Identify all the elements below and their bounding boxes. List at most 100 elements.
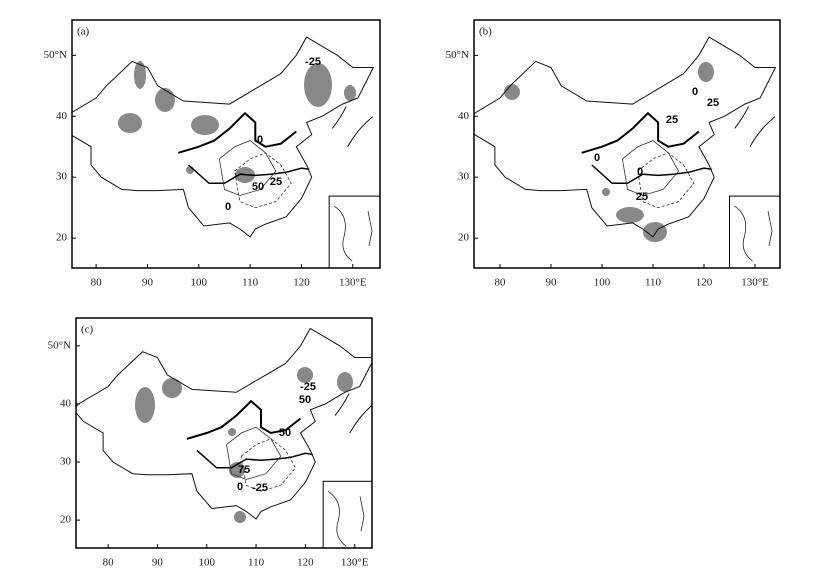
x-tick-label: 100 (191, 277, 208, 289)
map-frame (71, 19, 381, 269)
x-tick-label: 80 (91, 277, 103, 289)
shaded-area (344, 85, 356, 101)
y-tick-label: 20 (458, 232, 470, 244)
x-tick-label: 110 (645, 277, 662, 289)
y-tick-label: 30 (458, 171, 470, 183)
river-line (196, 449, 313, 469)
contour-label: 50 (279, 427, 291, 439)
shaded-area (228, 428, 236, 436)
shaded-area (504, 84, 520, 100)
contour-label: 0 (257, 134, 263, 146)
shaded-area (616, 207, 644, 223)
border-line (474, 36, 777, 238)
panel-label: (c) (81, 324, 94, 336)
panel-label: (a) (77, 26, 90, 38)
x-tick-label: 80 (103, 557, 115, 569)
contour-label: 0 (237, 481, 243, 493)
shaded-area (162, 378, 182, 398)
y-tick-label: 30 (56, 171, 68, 183)
y-tick-label: 40 (60, 397, 72, 409)
y-tick-label: 30 (60, 456, 72, 468)
contour-line (637, 152, 695, 209)
shaded-area (234, 511, 246, 523)
contour-line (240, 438, 296, 492)
x-tick-label: 90 (142, 277, 154, 289)
y-tick-label: 40 (56, 110, 68, 122)
river-line (591, 164, 712, 185)
x-tick-label: 120 (297, 557, 314, 569)
contour-label: 75 (238, 464, 250, 476)
shaded-area (155, 88, 175, 112)
river-line (581, 111, 700, 154)
inset-box (328, 195, 381, 269)
shaded-area (135, 387, 155, 423)
coast-line (331, 106, 373, 147)
contour-label: 50 (252, 181, 264, 193)
contour-label: -25 (300, 381, 316, 393)
inset-box (322, 480, 373, 549)
map-content (76, 327, 372, 523)
river-line (188, 164, 310, 185)
x-tick-label: 90 (546, 277, 558, 289)
shaded-area (134, 61, 146, 89)
map-frame (75, 317, 373, 549)
x-tick-label: 130°E (741, 277, 769, 289)
panel-label: (b) (479, 26, 492, 38)
coast-line (334, 393, 372, 434)
y-tick-label: 50°N (44, 49, 67, 61)
contour-line (622, 140, 679, 196)
border-line (76, 327, 372, 520)
map-frame (473, 19, 781, 269)
river-line (178, 111, 297, 154)
contour-label: 0 (637, 166, 643, 178)
map-content (474, 36, 777, 242)
border-line (72, 36, 375, 238)
x-tick-label: 110 (248, 557, 265, 569)
shaded-area (698, 62, 714, 82)
x-tick-label: 130°E (339, 277, 367, 289)
shaded-area (337, 372, 353, 392)
inset-coast (734, 205, 773, 262)
contour-label: -25 (305, 56, 321, 68)
map-content (72, 36, 375, 238)
y-tick-label: 20 (60, 514, 72, 526)
shaded-area (297, 367, 313, 383)
y-tick-label: 20 (56, 232, 68, 244)
river-line (186, 399, 302, 440)
x-tick-label: 120 (293, 277, 310, 289)
contour-line (234, 152, 292, 209)
contour-label: 25 (666, 114, 678, 126)
x-tick-label: 90 (152, 557, 164, 569)
x-tick-label: 130°E (341, 557, 369, 569)
contour-line (226, 426, 282, 480)
contour-label: 0 (692, 86, 698, 98)
shaded-area (643, 222, 667, 242)
x-tick-label: 100 (594, 277, 611, 289)
y-tick-label: 50°N (446, 49, 469, 61)
contour-label: 25 (270, 176, 282, 188)
inset-coast (327, 490, 365, 547)
coast-line (734, 106, 776, 147)
contour-label: 25 (707, 97, 719, 109)
x-tick-label: 120 (696, 277, 713, 289)
inset-box (729, 195, 781, 269)
contour-line (218, 140, 277, 196)
inset-coast (333, 205, 373, 262)
contour-label: 0 (225, 201, 231, 213)
map-panel: (a) 80 90 100 110 120 130°E 20 30 40 50°N -25 0 50 25 0 (44, 19, 381, 289)
x-tick-label: 80 (495, 277, 507, 289)
shaded-area (602, 188, 610, 196)
x-tick-label: 110 (242, 277, 259, 289)
map-panel: (b) 80 90 100 110 120 130°E 20 30 40 50°N 0 25 25 0 0 25 (446, 19, 781, 289)
contour-label: -25 (252, 482, 268, 494)
shaded-area (118, 113, 142, 133)
y-tick-label: 40 (458, 110, 470, 122)
x-tick-label: 100 (198, 557, 215, 569)
contour-label: 0 (594, 152, 600, 164)
y-tick-label: 50°N (48, 339, 71, 351)
map-panel: (c)80 90 100 110 120 130°E20304050°N-25505075… (48, 317, 373, 569)
shaded-area (191, 115, 219, 135)
contour-label: 50 (299, 394, 311, 406)
